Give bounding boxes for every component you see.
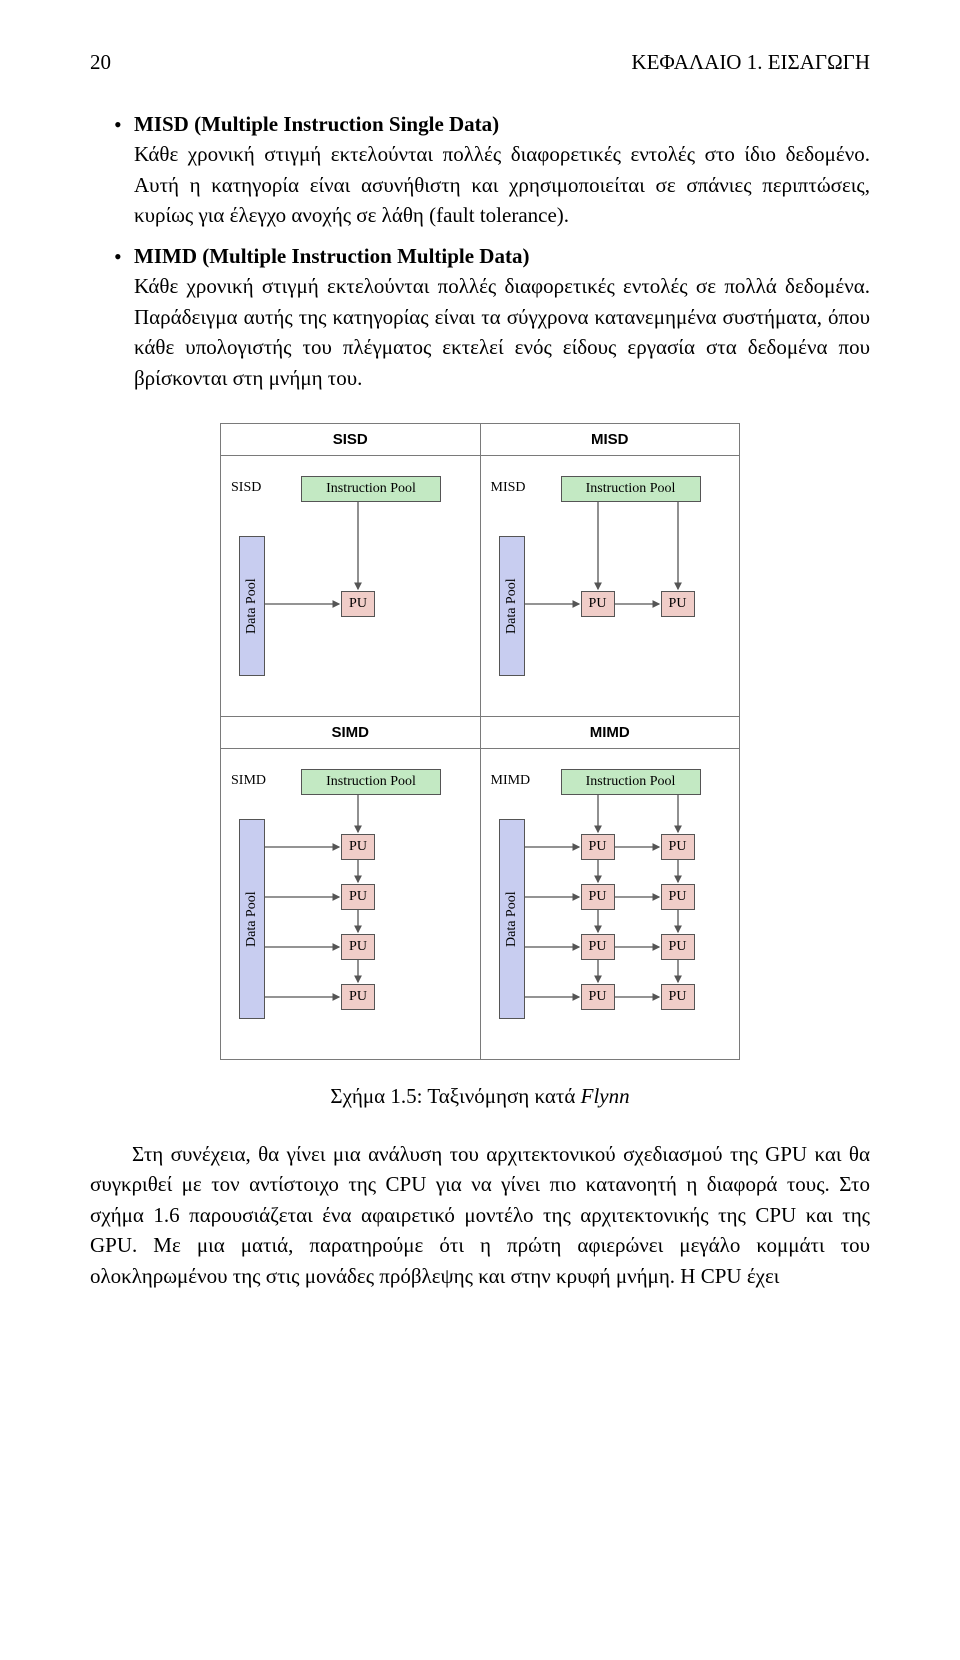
trailing-paragraph: Στη συνέχεια, θα γίνει μια ανάλυση του α… [90,1139,870,1291]
pu-box: PU [581,934,615,960]
diagram-simd: SIMD Instruction Pool Data Pool PU PU PU… [221,749,480,1059]
pu-box: PU [661,591,695,617]
data-pool-box: Data Pool [239,819,265,1019]
chapter-title: ΚΕΦΑΛΑΙΟ 1. ΕΙΣΑΓΩΓΗ [631,50,870,75]
pu-box: PU [661,834,695,860]
data-pool-box: Data Pool [239,536,265,676]
caption-italic: Flynn [581,1084,630,1108]
bullet-heading: MIMD (Multiple Instruction Multiple Data… [134,244,529,268]
cell-simd: SIMD SIMD Instruction Pool Data Pool PU … [221,716,481,1059]
cell-title: MIMD [481,717,740,749]
pu-box: PU [341,884,375,910]
instruction-pool-box: Instruction Pool [301,476,441,502]
diagram-sisd: SISD Instruction Pool Data Pool PU [221,456,480,716]
pu-box: PU [341,834,375,860]
cell-misd: MISD MISD Instruction Pool Data Pool PU … [480,423,740,716]
pu-box: PU [341,934,375,960]
cell-title: SISD [221,424,480,456]
bullet-text: Κάθε χρονική στιγμή εκτελούνται πολλές δ… [134,274,870,389]
list-item: MIMD (Multiple Instruction Multiple Data… [114,241,870,393]
page-number: 20 [90,50,111,75]
diagram-misd: MISD Instruction Pool Data Pool PU PU [481,456,740,716]
pu-box: PU [341,591,375,617]
bullet-text: Κάθε χρονική στιγμή εκτελούνται πολλές δ… [134,142,870,227]
cell-title: SIMD [221,717,480,749]
cell-sisd: SISD SISD Instruction Pool Data Pool PU [221,423,481,716]
bullet-list: MISD (Multiple Instruction Single Data) … [90,109,870,393]
flynn-taxonomy-figure: SISD SISD Instruction Pool Data Pool PU [220,423,740,1109]
diagram-mimd: MIMD Instruction Pool Data Pool PU PU PU… [481,749,740,1059]
abbr-label: MIMD [491,773,531,789]
instruction-pool-box: Instruction Pool [561,476,701,502]
pu-box: PU [581,834,615,860]
page-header: 20 ΚΕΦΑΛΑΙΟ 1. ΕΙΣΑΓΩΓΗ [90,50,870,75]
cell-mimd: MIMD MIMD Instruction Pool Data Pool PU … [480,716,740,1059]
pu-box: PU [661,934,695,960]
abbr-label: SIMD [231,773,266,789]
instruction-pool-box: Instruction Pool [561,769,701,795]
pu-box: PU [581,591,615,617]
figure-grid: SISD SISD Instruction Pool Data Pool PU [220,423,740,1060]
data-pool-box: Data Pool [499,819,525,1019]
figure-caption: Σχήμα 1.5: Ταξινόμηση κατά Flynn [220,1084,740,1109]
page: 20 ΚΕΦΑΛΑΙΟ 1. ΕΙΣΑΓΩΓΗ MISD (Multiple I… [0,0,960,1341]
abbr-label: SISD [231,480,261,496]
data-pool-box: Data Pool [499,536,525,676]
list-item: MISD (Multiple Instruction Single Data) … [114,109,870,231]
bullet-heading: MISD (Multiple Instruction Single Data) [134,112,499,136]
cell-title: MISD [481,424,740,456]
pu-box: PU [581,984,615,1010]
pu-box: PU [661,884,695,910]
abbr-label: MISD [491,480,526,496]
pu-box: PU [341,984,375,1010]
caption-text: Σχήμα 1.5: Ταξινόμηση κατά [330,1084,580,1108]
instruction-pool-box: Instruction Pool [301,769,441,795]
pu-box: PU [661,984,695,1010]
pu-box: PU [581,884,615,910]
